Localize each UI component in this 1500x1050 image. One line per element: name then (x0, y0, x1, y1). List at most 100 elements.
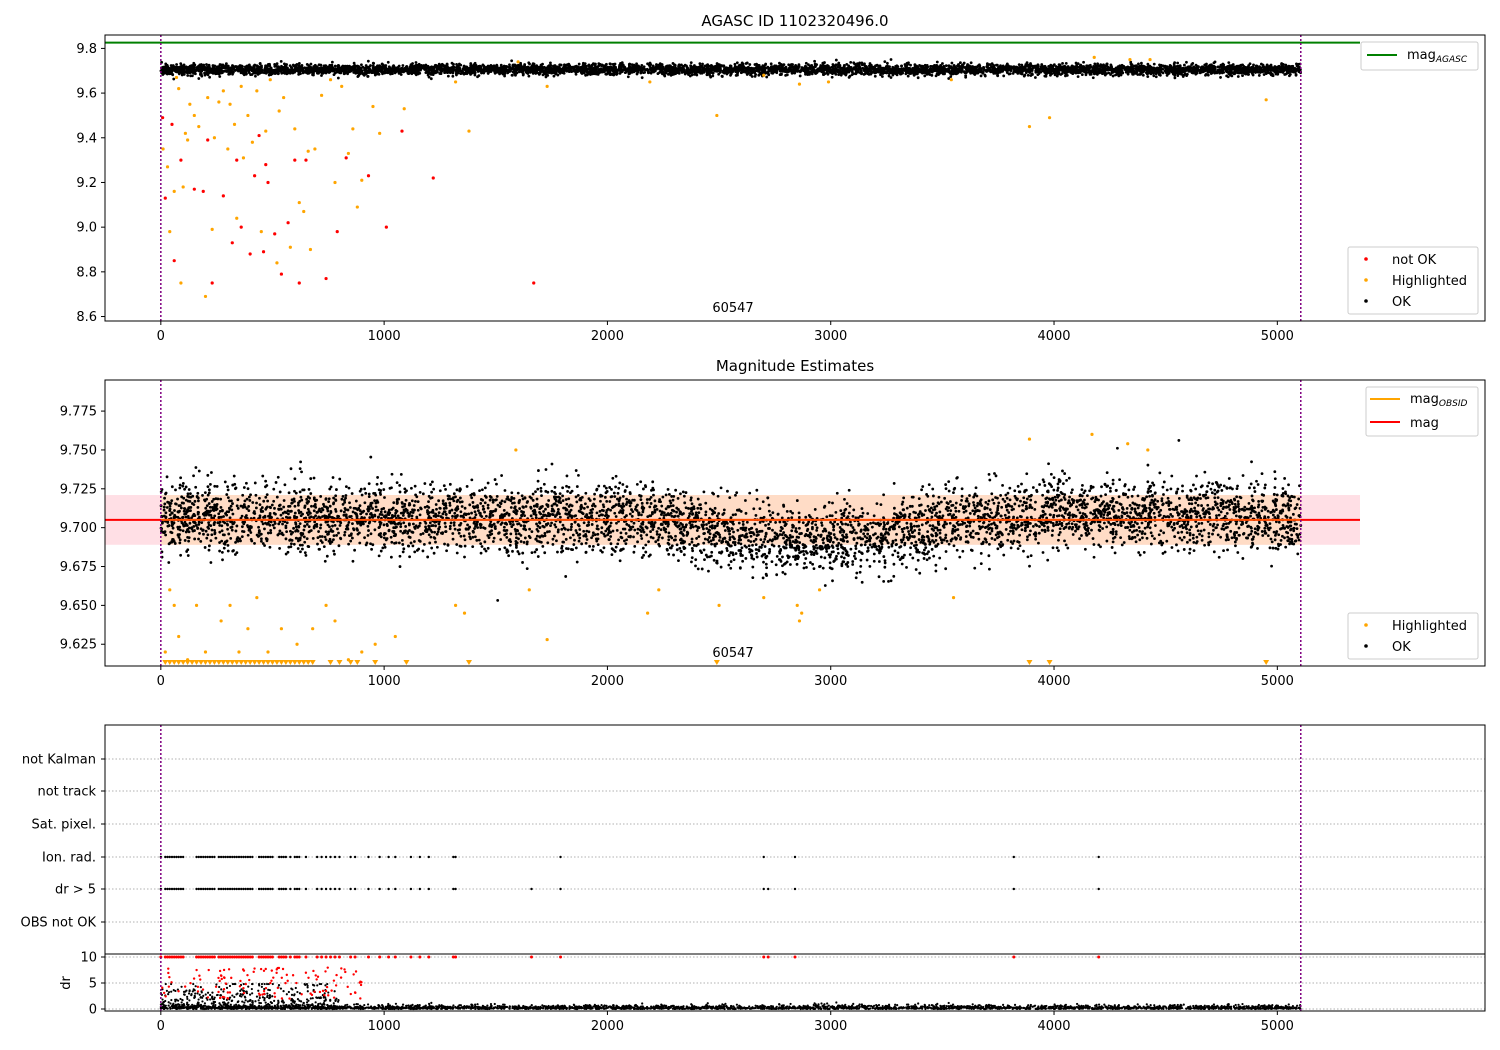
ok-point (1181, 75, 1185, 78)
ok-point (1171, 68, 1175, 72)
ok-point (989, 70, 993, 74)
ok-point (585, 73, 589, 77)
ok-point (434, 64, 438, 68)
ok-point (1211, 68, 1215, 71)
ok-point (451, 68, 455, 71)
ok-point (1070, 65, 1074, 69)
ok-point (513, 71, 517, 75)
ok-point (950, 61, 954, 65)
ok-point (1089, 70, 1093, 74)
ok-point (366, 74, 370, 78)
ok-point (661, 65, 664, 69)
ok-point (1145, 72, 1149, 76)
ok-point (1115, 67, 1118, 70)
ok-point (1119, 71, 1123, 74)
ok-point (417, 68, 421, 72)
ok-point (577, 62, 581, 66)
ok-point (852, 61, 856, 65)
ok-point (168, 72, 171, 76)
ok-point (689, 61, 693, 65)
ok-point (175, 63, 178, 66)
ok-point (563, 63, 566, 67)
ok-point (660, 69, 664, 73)
ok-point (1158, 73, 1162, 77)
ok-point (486, 72, 490, 75)
ok-point (1176, 61, 1180, 65)
ok-point (1026, 73, 1030, 77)
ok-point (837, 73, 841, 76)
ok-point (254, 71, 258, 75)
ok-point (381, 67, 385, 70)
ok-point (747, 71, 751, 75)
ok-point (162, 70, 166, 74)
ok-point (411, 67, 415, 71)
agasc-panel: AGASC ID 1102320496.0 0 1000 2000 3000 4000 5… (76, 12, 1486, 344)
ok-point (612, 72, 616, 76)
ok-point (1276, 72, 1280, 76)
ok-point (1165, 73, 1169, 77)
ok-point (906, 66, 910, 70)
ok-point (698, 70, 702, 73)
ok-point (303, 70, 307, 74)
ok-point (297, 67, 301, 71)
ok-point (170, 70, 174, 73)
ok-point (837, 61, 841, 65)
ok-point (889, 58, 893, 61)
ok-point (1084, 73, 1088, 77)
ok-point (600, 63, 604, 67)
ok-point (996, 73, 999, 77)
ok-point (983, 73, 987, 77)
ok-point (1111, 74, 1115, 78)
ok-point (822, 73, 825, 76)
ok-point (930, 73, 934, 77)
ok-point (311, 73, 314, 77)
ok-point (807, 63, 810, 67)
ok-point (1183, 63, 1186, 67)
ok-point (729, 64, 733, 68)
ok-point (1291, 64, 1295, 68)
ok-point (1105, 62, 1109, 66)
ok-point (574, 72, 578, 76)
ok-point (1210, 71, 1214, 75)
ok-point (508, 70, 512, 73)
ok-point (539, 63, 543, 67)
ok-point (1173, 76, 1177, 80)
ok-point (615, 71, 619, 74)
ok-point (1064, 66, 1068, 69)
ok-point (379, 69, 382, 73)
ok-point (1021, 68, 1025, 72)
ok-point (969, 61, 973, 65)
ok-point (211, 64, 215, 68)
ok-point (346, 72, 350, 76)
ok-point (1047, 64, 1051, 68)
ok-point (857, 63, 861, 67)
ok-point (769, 62, 773, 66)
ok-point (536, 71, 540, 75)
ok-point (854, 68, 858, 72)
ok-point (698, 62, 702, 66)
ok-point (182, 63, 186, 67)
ok-point (737, 67, 741, 71)
ok-point (1121, 66, 1125, 70)
ok-point (587, 63, 591, 67)
ok-point (619, 67, 623, 70)
ok-point (844, 73, 848, 77)
ok-point (523, 68, 527, 72)
ok-point (1048, 71, 1052, 75)
ok-point (830, 75, 834, 79)
ok-point (499, 63, 503, 67)
ok-point (1264, 71, 1268, 75)
ok-point (832, 67, 835, 71)
ok-point (1212, 61, 1216, 65)
ok-point (998, 70, 1002, 74)
ok-point (1109, 73, 1112, 76)
ok-point (889, 68, 893, 72)
ok-point (284, 68, 288, 72)
ok-point (1078, 64, 1082, 68)
ok-point (1269, 63, 1273, 67)
ok-point (671, 62, 675, 65)
ok-point (832, 71, 836, 75)
ok-point (457, 62, 461, 66)
ok-point (333, 64, 337, 68)
